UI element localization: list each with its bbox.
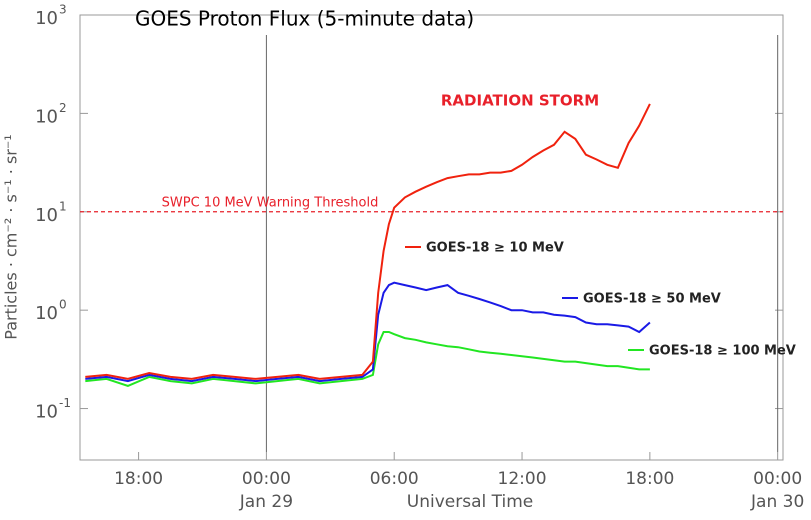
series-line: [85, 331, 650, 387]
legend-label: GOES-18 ≥ 100 MeV: [649, 344, 796, 359]
legend-label: GOES-18 ≥ 10 MeV: [426, 241, 564, 256]
y-tick-label: 10: [35, 402, 58, 423]
annotation: RADIATION STORM: [441, 92, 599, 110]
y-tick-exponent: -1: [59, 396, 71, 410]
x-tick-label: 18:00: [114, 469, 163, 489]
x-tick-label: 00:00: [242, 469, 291, 489]
x-axis-title: Universal Time: [407, 492, 533, 512]
threshold-label: SWPC 10 MeV Warning Threshold: [162, 195, 379, 210]
series-line: [85, 103, 651, 380]
y-tick-label: 10: [35, 106, 58, 127]
y-tick-exponent: 1: [59, 199, 67, 213]
y-tick-label: 10: [35, 8, 58, 29]
chart-title: GOES Proton Flux (5-minute data): [135, 7, 474, 31]
y-tick-exponent: 2: [59, 101, 67, 115]
y-tick-label: 10: [35, 205, 58, 226]
legend-label: GOES-18 ≥ 50 MeV: [583, 292, 721, 307]
x-tick-date: Jan 30: [750, 492, 804, 512]
series-line: [85, 281, 651, 383]
y-axis-title: Particles · cm⁻² · s⁻¹ · sr⁻¹: [2, 134, 21, 339]
x-tick-label: 18:00: [625, 469, 674, 489]
y-tick-label: 10: [35, 303, 58, 324]
plot-frame: [79, 14, 784, 461]
x-tick-date: Jan 29: [239, 492, 293, 512]
x-tick-label: 06:00: [370, 469, 419, 489]
x-tick-label: 12:00: [498, 469, 547, 489]
y-tick-exponent: 0: [59, 298, 67, 312]
y-tick-exponent: 3: [59, 3, 67, 17]
x-tick-label: 00:00: [753, 469, 802, 489]
